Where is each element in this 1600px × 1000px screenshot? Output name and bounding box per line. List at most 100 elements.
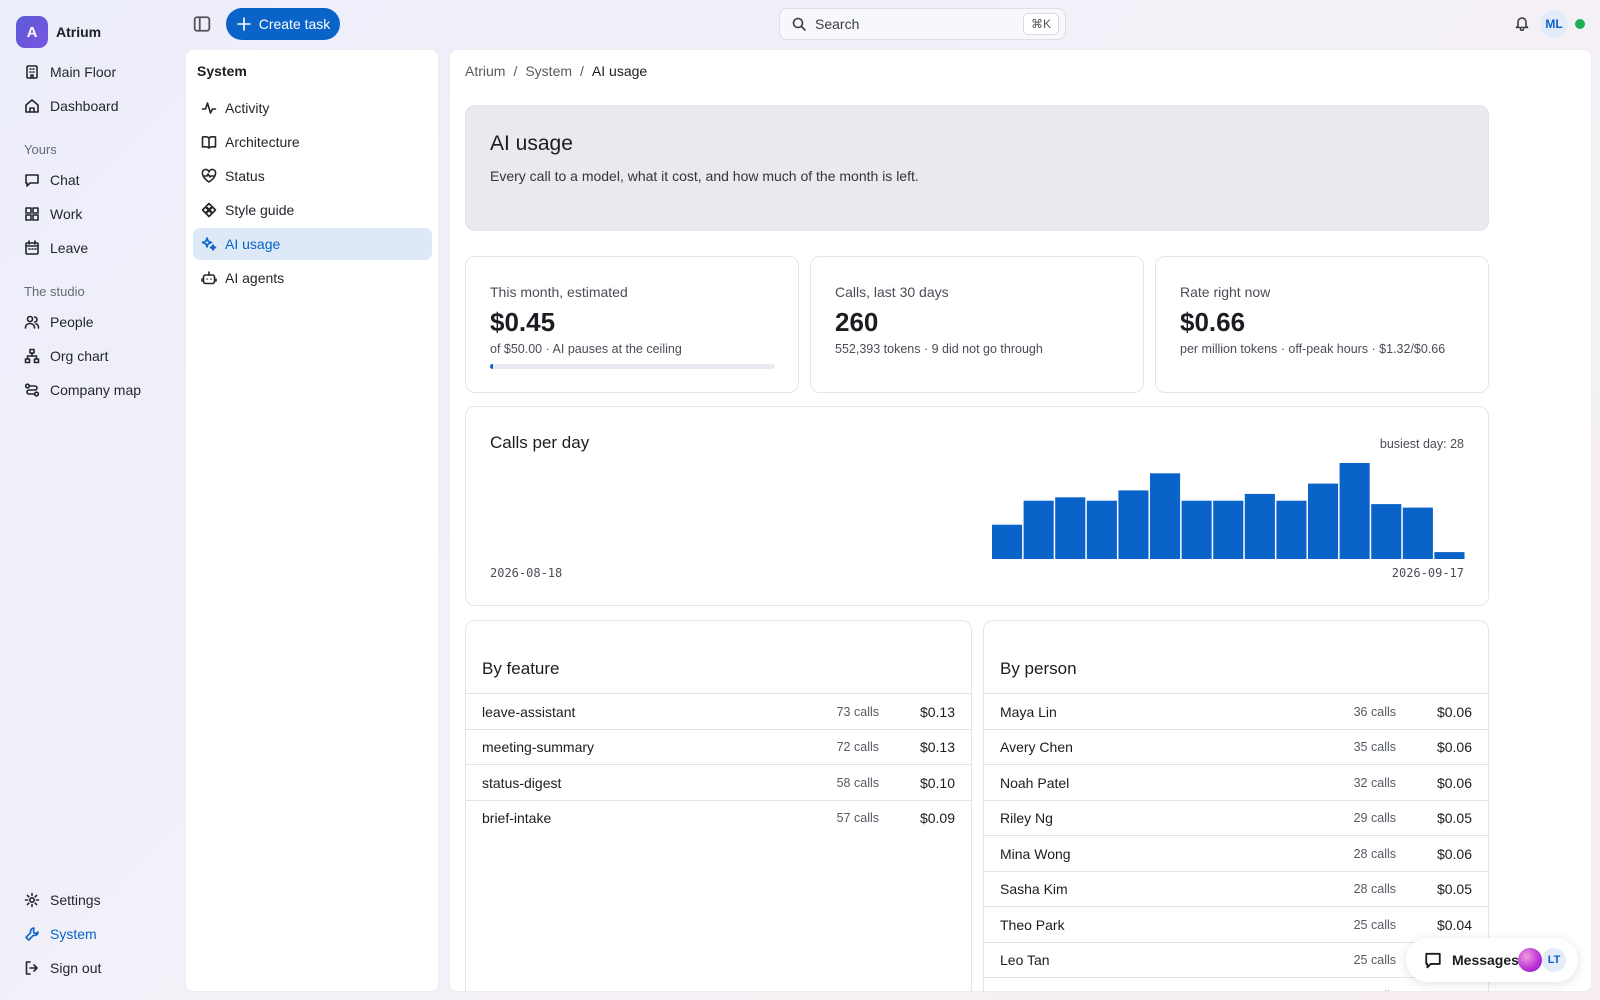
table-row[interactable]: Mina Wong 28 calls $0.06 xyxy=(984,835,1488,871)
calendar-icon xyxy=(25,240,39,255)
brand-name: Atrium xyxy=(56,24,102,40)
row-cost: $0.06 xyxy=(1436,739,1472,755)
create-task-button[interactable]: Create task xyxy=(226,8,340,40)
row-name: meeting-summary xyxy=(482,739,595,755)
people-icon xyxy=(24,315,40,329)
system-item-architecture[interactable]: Architecture xyxy=(193,126,432,158)
row-calls: 72 calls xyxy=(836,740,879,754)
stat-subtext: of $50.00 · AI pauses at the ceiling xyxy=(490,342,682,356)
row-cost: $0.05 xyxy=(1436,810,1472,826)
breadcrumb-item[interactable]: System xyxy=(525,63,573,79)
stat-label: Rate right now xyxy=(1180,284,1271,300)
table-row[interactable]: Noah Patel 32 calls $0.06 xyxy=(984,764,1488,800)
nav-item-company-map[interactable]: Company map xyxy=(16,375,176,405)
bell-icon[interactable] xyxy=(1514,15,1530,31)
stat-subtext: per million tokens · off-peak hours · $1… xyxy=(1180,342,1446,356)
table-row[interactable]: brief-intake 57 calls $0.09 xyxy=(466,799,971,836)
book-icon xyxy=(201,135,217,149)
row-name: Sasha Kim xyxy=(1000,881,1068,897)
nav-item-label: Work xyxy=(50,206,83,222)
nav-item-work[interactable]: Work xyxy=(16,199,176,229)
nav-item-chat[interactable]: Chat xyxy=(16,165,176,195)
sign-out-icon xyxy=(25,961,38,975)
nav-item-label: Sign out xyxy=(50,960,102,976)
presence-dot xyxy=(1575,19,1585,29)
nav-item-org-chart[interactable]: Org chart xyxy=(16,341,176,371)
search-input[interactable]: Search ⌘K xyxy=(779,8,1066,40)
wrench-icon xyxy=(25,927,39,941)
row-calls: 29 calls xyxy=(1353,811,1396,825)
system-item-ai-usage[interactable]: AI usage xyxy=(193,228,432,260)
row-name: Maya Lin xyxy=(1000,703,1057,720)
row-cost: $0.05 xyxy=(1436,881,1472,897)
chart-bar xyxy=(1434,552,1465,559)
message-icon xyxy=(1425,952,1441,969)
nav-section-studio: The studio xyxy=(24,284,85,299)
sidebar-toggle-icon[interactable] xyxy=(193,15,211,33)
nav-item-label: Company map xyxy=(50,382,142,398)
stat-label: This month, estimated xyxy=(490,284,628,300)
system-item-style-guide[interactable]: Style guide xyxy=(193,194,432,226)
table-row[interactable]: Riley Ng 29 calls $0.05 xyxy=(984,799,1488,836)
nav-item-main-floor[interactable]: Main Floor xyxy=(16,57,176,87)
page-subtitle: Every call to a model, what it cost, and… xyxy=(490,168,919,184)
brand[interactable]: A Atrium xyxy=(16,16,101,48)
avatar[interactable]: ML xyxy=(1540,10,1568,38)
chart-bar xyxy=(1308,483,1339,559)
row-cost: $0.04 xyxy=(1437,988,1472,992)
table-title: By person xyxy=(1000,659,1077,678)
ai-orb-icon xyxy=(1518,948,1542,972)
calls-chart-svg xyxy=(992,463,1465,559)
table-row[interactable]: Theo Park 25 calls $0.04 xyxy=(984,906,1488,942)
row-name: Leo Tan xyxy=(1000,952,1050,968)
nav-section-yours: Yours xyxy=(24,142,57,157)
chat-icon xyxy=(25,174,39,187)
table-row[interactable]: leave-assistant 73 calls $0.13 xyxy=(466,693,971,729)
stat-card-calls: Calls, last 30 days 260 552,393 tokens ·… xyxy=(810,256,1144,393)
create-task-label: Create task xyxy=(258,16,331,32)
plus-icon xyxy=(236,17,251,31)
row-calls: 36 calls xyxy=(1353,704,1396,719)
system-item-status[interactable]: Status xyxy=(193,160,432,192)
grid-icon xyxy=(25,207,39,221)
nav-item-settings[interactable]: Settings xyxy=(16,885,176,915)
nav-item-label: System xyxy=(50,926,97,942)
nav-item-leave[interactable]: Leave xyxy=(16,233,176,263)
nav-item-label: Main Floor xyxy=(50,64,117,80)
table-row[interactable]: Sasha Kim 28 calls $0.05 xyxy=(984,870,1488,907)
table-row[interactable]: Maya Lin 36 calls $0.06 xyxy=(984,693,1488,729)
x-axis-start-label: 2026-08-18 xyxy=(490,566,563,580)
breadcrumb-item[interactable]: Atrium xyxy=(465,63,506,79)
nav-item-people[interactable]: People xyxy=(16,307,176,337)
system-item-label: Architecture xyxy=(225,134,300,150)
row-calls: 25 calls xyxy=(1353,953,1396,967)
system-item-activity[interactable]: Activity xyxy=(193,92,432,124)
row-calls: 28 calls xyxy=(1353,882,1396,896)
system-item-ai-agents[interactable]: AI agents xyxy=(193,262,432,294)
nav-item-system[interactable]: System xyxy=(16,919,176,949)
stat-label: Calls, last 30 days xyxy=(835,284,949,300)
row-cost: $0.13 xyxy=(919,739,955,755)
row-name: brief-intake xyxy=(482,810,552,826)
gear-icon xyxy=(24,892,40,908)
chart-bar xyxy=(1402,507,1433,559)
chart-bar xyxy=(1118,490,1149,559)
row-cost: $0.09 xyxy=(919,810,955,826)
row-name: status-digest xyxy=(482,774,562,791)
page-title: AI usage xyxy=(490,132,573,155)
row-calls: 73 calls xyxy=(836,704,879,719)
nav-item-dashboard[interactable]: Dashboard xyxy=(16,91,176,121)
table-row[interactable]: Priya Rao 23 calls $0.04 xyxy=(984,977,1488,992)
row-name: Theo Park xyxy=(1000,916,1065,933)
table-row[interactable]: Avery Chen 35 calls $0.06 xyxy=(984,728,1488,765)
row-name: Avery Chen xyxy=(1000,739,1073,755)
messages-button[interactable]: Messages LT xyxy=(1406,938,1578,982)
avatar: LT xyxy=(1542,948,1566,972)
stat-value: $0.45 xyxy=(490,307,556,337)
nav-item-sign-out[interactable]: Sign out xyxy=(16,953,176,983)
row-name: Mina Wong xyxy=(1000,845,1071,862)
table-row[interactable]: meeting-summary 72 calls $0.13 xyxy=(466,728,971,765)
table-row[interactable]: status-digest 58 calls $0.10 xyxy=(466,764,971,800)
chart-bar xyxy=(1023,500,1054,559)
row-cost: $0.06 xyxy=(1436,845,1472,862)
